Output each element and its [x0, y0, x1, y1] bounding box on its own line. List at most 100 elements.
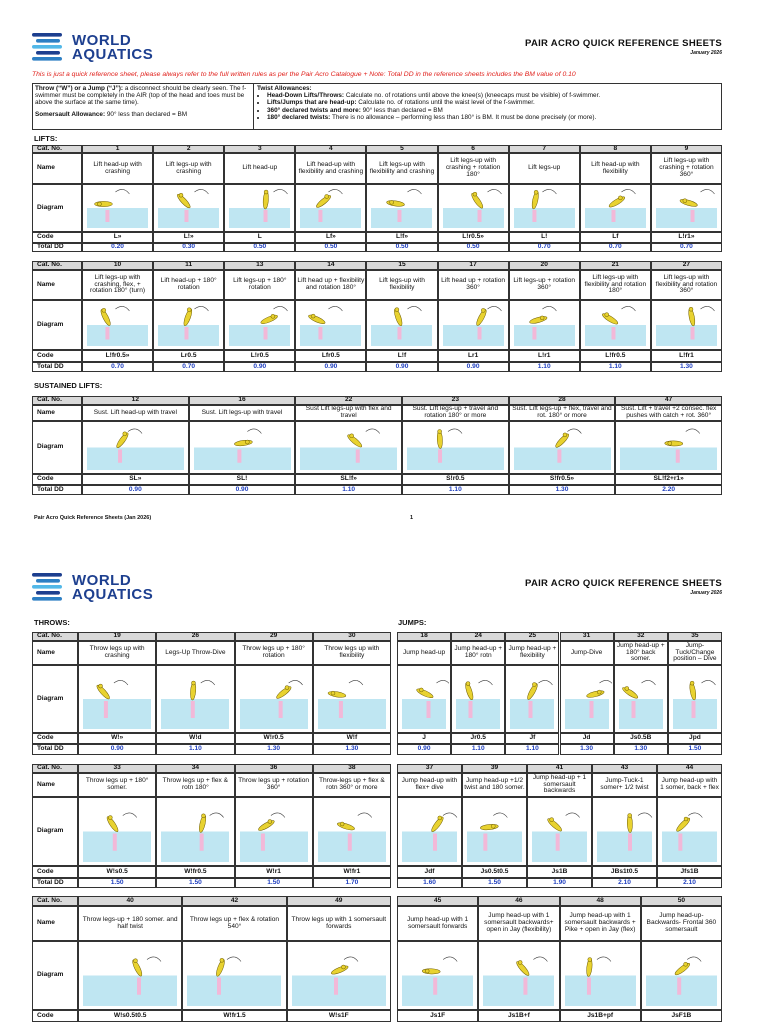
diagram-cell [366, 184, 438, 232]
arrow [596, 956, 611, 962]
name: Jump head-up-Backwards- Frontal 360 some… [640, 906, 722, 941]
arrow [127, 428, 143, 434]
cat-no: 39 [462, 764, 527, 773]
total-dd: 0.70 [82, 362, 154, 372]
legs-underwater [356, 449, 361, 463]
name: Lift legs-up with crashing + rotation 18… [437, 153, 509, 184]
cat-no: 42 [182, 896, 287, 906]
cat-no: 24 [451, 632, 506, 641]
legs-underwater [586, 977, 591, 995]
arrow [566, 428, 582, 434]
code: L!r0.5» [437, 232, 509, 243]
diagram [442, 306, 504, 346]
name: Lift legs-up with crashing, flex, + rota… [82, 270, 154, 300]
legs-underwater [438, 449, 443, 463]
diagram [158, 189, 220, 228]
figure-head [395, 307, 400, 312]
code: S!fr0.5» [508, 474, 616, 485]
cat-no: 46 [478, 896, 560, 906]
page-date: January 2026 [690, 50, 722, 56]
water [187, 975, 282, 1006]
cat-no: 18 [397, 632, 452, 641]
figure [177, 194, 191, 209]
diagram [87, 189, 149, 228]
rule-text: Calculate no. of rotations until above t… [344, 92, 601, 100]
total-dd: 0.50 [295, 243, 367, 252]
code: L!r1 [508, 350, 580, 362]
diagram-cell [153, 184, 225, 232]
row-label: Total DD [32, 744, 78, 755]
water [584, 208, 646, 228]
water [87, 208, 149, 228]
figure-head [244, 439, 250, 445]
water [229, 208, 291, 228]
name: Sust. Lift legs-up with travel [188, 405, 296, 421]
footer: Pair Acro Quick Reference Sheets (Jan 20… [34, 515, 152, 521]
code: S!r0.5 [402, 474, 509, 485]
code: L!r1» [650, 232, 722, 243]
figure [674, 963, 690, 976]
total-dd: 0.70 [153, 362, 225, 372]
arrow [447, 428, 463, 434]
name: Throw legs up with flexibility [312, 641, 391, 665]
code: L!fr0.5» [82, 350, 154, 362]
arrow [407, 189, 423, 195]
figure-head [480, 308, 486, 313]
cat-no: 15 [366, 261, 438, 270]
water [83, 699, 152, 729]
arrow [443, 956, 458, 962]
code: W!s0.5 [78, 866, 157, 878]
name: Lift legs-up + 180° rotation [224, 270, 296, 300]
legs-underwater [338, 701, 343, 718]
code: W!s1F [286, 1010, 391, 1022]
legs-underwater [532, 327, 537, 340]
figure [431, 816, 444, 832]
figure-head [340, 964, 346, 970]
name: Lift legs-up with flexibility and rotati… [650, 270, 722, 300]
row-label: Total DD [32, 243, 82, 252]
cat-no: 1 [82, 145, 154, 153]
arrow [209, 812, 225, 818]
arrow [442, 812, 458, 818]
code: L!f [366, 350, 438, 362]
cat-no: 3 [224, 145, 296, 153]
arrow [407, 306, 423, 312]
total-dd: 0.90 [78, 744, 157, 755]
legs-underwater [112, 833, 117, 851]
name: Sust. Lift legs-up + travel and rotation… [402, 405, 509, 421]
cat-no: 38 [312, 764, 391, 773]
water [300, 325, 362, 346]
row-label: Name [32, 906, 78, 941]
diagram-cell [82, 184, 154, 232]
divider [253, 84, 254, 130]
arrow [436, 680, 450, 684]
diagram [513, 428, 611, 470]
diagram-cell [82, 421, 189, 474]
total-dd: 0.90 [188, 485, 296, 495]
legs-underwater [691, 701, 696, 718]
figure-head [389, 200, 395, 205]
water [161, 831, 230, 862]
legs-underwater [631, 701, 636, 718]
diagram-cell [650, 184, 722, 232]
legs-underwater [432, 833, 437, 851]
rule-text: There is no allowance – performing less … [330, 113, 597, 121]
legs-underwater [263, 327, 268, 340]
legs-underwater [468, 701, 473, 718]
row-label: Code [32, 733, 78, 744]
rule-title: Twist Allowances: [257, 85, 312, 92]
diagram-cell [312, 797, 391, 866]
arrow [478, 680, 493, 686]
water [513, 447, 611, 470]
figure [308, 314, 326, 324]
figure-head [133, 958, 138, 963]
code: Js0.5t0.5 [462, 866, 527, 878]
total-dd: 2.10 [592, 878, 657, 888]
legs-underwater [528, 701, 533, 718]
rule-lead: Throw (“W”) or a Jump (“J”): [35, 85, 124, 92]
row-label: Diagram [32, 421, 82, 474]
name: Throw legs up + flex & rotn 180° [156, 773, 235, 797]
code: W!fr1.5 [182, 1010, 287, 1022]
figure-head [683, 816, 689, 822]
